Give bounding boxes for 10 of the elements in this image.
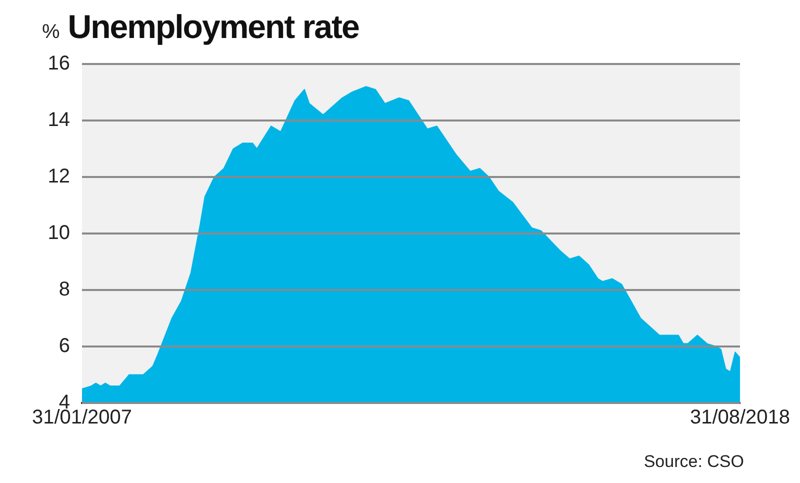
y-tick-label: 16	[48, 52, 70, 75]
y-tick-label: 6	[58, 335, 70, 358]
y-tick-label: 10	[48, 222, 70, 244]
y-tick-label: 8	[58, 278, 70, 301]
y-tick-label: 14	[48, 109, 70, 132]
y-axis-title: %	[42, 21, 60, 43]
chart-title: Unemployment rate	[68, 8, 359, 45]
x-tick-label: 31/08/2018	[690, 406, 790, 429]
y-tick-label: 12	[48, 166, 70, 188]
source-note: Source: CSO	[644, 452, 744, 472]
